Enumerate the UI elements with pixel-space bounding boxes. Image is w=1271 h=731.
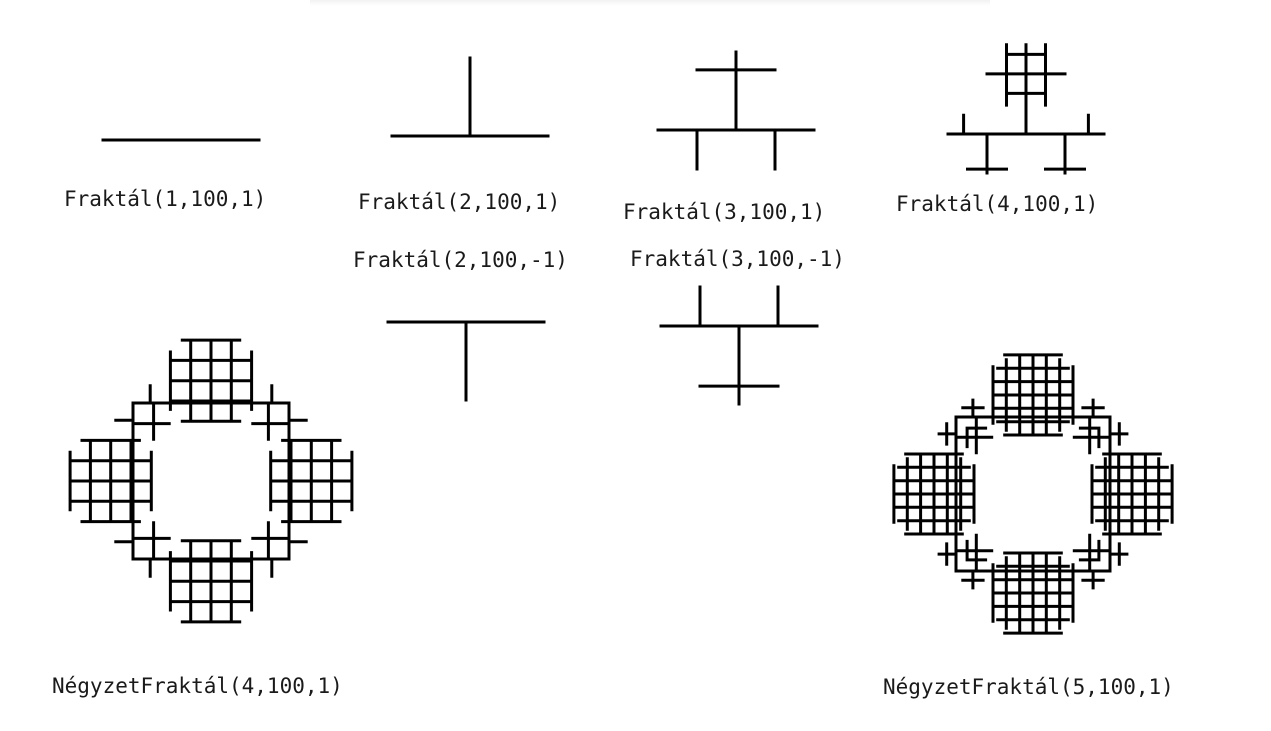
label-fraktal-4: Fraktál(4,100,1)	[896, 192, 1098, 216]
fractal-drawing-sq4	[68, 338, 354, 624]
label-fraktal-2-negative: Fraktál(2,100,-1)	[353, 248, 568, 272]
fractal-drawing-sq5	[892, 353, 1174, 635]
label-fraktal-3: Fraktál(3,100,1)	[623, 200, 825, 224]
label-negyzet-fraktal-4: NégyzetFraktál(4,100,1)	[52, 674, 343, 698]
label-fraktal-2: Fraktál(2,100,1)	[358, 190, 560, 214]
top-edge-shadow	[310, 0, 990, 6]
fractal-drawing-f3n	[659, 285, 819, 406]
label-fraktal-1: Fraktál(1,100,1)	[64, 187, 266, 211]
figure-fraktal-2: Fraktál(2,100,1)	[358, 56, 560, 214]
figure-fraktal-4: Fraktál(4,100,1)	[896, 43, 1106, 216]
label-fraktal-3-negative: Fraktál(3,100,-1)	[630, 247, 845, 271]
fractal-drawing-f2n	[386, 320, 546, 402]
fractal-drawing-f2	[390, 56, 550, 138]
figure-fraktal-1: Fraktál(1,100,1)	[64, 138, 266, 211]
figure-fraktal-3: Fraktál(3,100,1)	[623, 50, 825, 224]
fractal-drawing-f4	[946, 43, 1106, 175]
fractal-drawing-f3	[656, 50, 816, 171]
label-negyzet-fraktal-5: NégyzetFraktál(5,100,1)	[883, 675, 1174, 699]
figure-negyzet-fraktal-5: NégyzetFraktál(5,100,1)	[883, 353, 1174, 699]
figure-fraktal-3-negative: Fraktál(3,100,-1)	[630, 247, 845, 406]
figure-fraktal-2-negative: Fraktál(2,100,-1)	[353, 248, 568, 402]
figure-negyzet-fraktal-4: NégyzetFraktál(4,100,1)	[52, 338, 354, 698]
